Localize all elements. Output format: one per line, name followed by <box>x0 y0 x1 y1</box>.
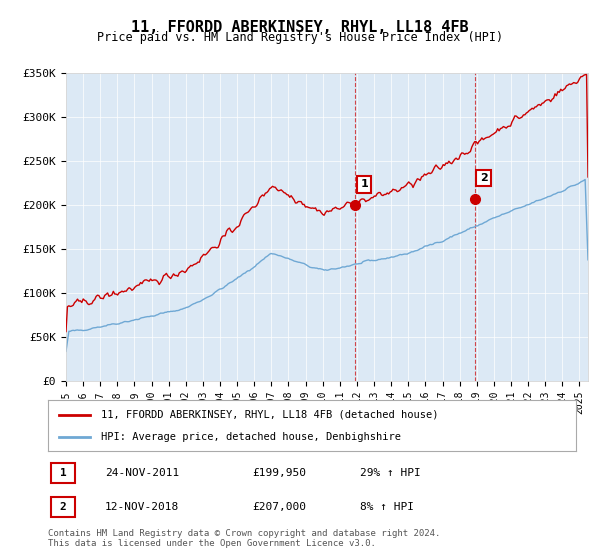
Text: 24-NOV-2011: 24-NOV-2011 <box>105 468 179 478</box>
Text: 11, FFORDD ABERKINSEY, RHYL, LL18 4FB (detached house): 11, FFORDD ABERKINSEY, RHYL, LL18 4FB (d… <box>101 409 438 419</box>
Text: 8% ↑ HPI: 8% ↑ HPI <box>360 502 414 512</box>
Text: 1: 1 <box>361 179 368 189</box>
Text: Contains HM Land Registry data © Crown copyright and database right 2024.
This d: Contains HM Land Registry data © Crown c… <box>48 529 440 548</box>
Text: 2: 2 <box>59 502 67 512</box>
Text: 2: 2 <box>479 173 487 183</box>
Text: 29% ↑ HPI: 29% ↑ HPI <box>360 468 421 478</box>
Text: £199,950: £199,950 <box>252 468 306 478</box>
Text: HPI: Average price, detached house, Denbighshire: HPI: Average price, detached house, Denb… <box>101 432 401 442</box>
Text: 12-NOV-2018: 12-NOV-2018 <box>105 502 179 512</box>
Text: Price paid vs. HM Land Registry's House Price Index (HPI): Price paid vs. HM Land Registry's House … <box>97 31 503 44</box>
Text: 1: 1 <box>59 468 67 478</box>
Text: 11, FFORDD ABERKINSEY, RHYL, LL18 4FB: 11, FFORDD ABERKINSEY, RHYL, LL18 4FB <box>131 20 469 35</box>
Text: £207,000: £207,000 <box>252 502 306 512</box>
